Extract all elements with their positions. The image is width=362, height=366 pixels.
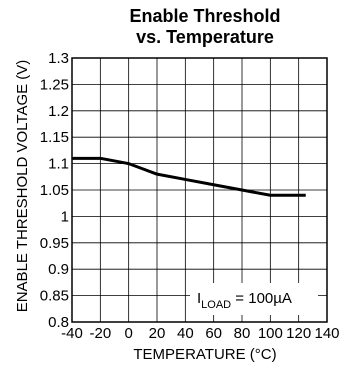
load-current-annotation: ILOAD = 100µA	[197, 290, 292, 311]
x-tick-label: 60	[205, 325, 222, 342]
y-tick-label: 1.05	[40, 182, 69, 199]
series-group	[72, 156, 306, 197]
annotation-prefix: I	[197, 290, 201, 307]
x-tick-label: -40	[61, 325, 83, 342]
x-tick-label: -20	[89, 325, 111, 342]
y-tick-label: 1.2	[48, 103, 69, 120]
grid	[71, 57, 328, 323]
x-tick-label: 40	[177, 325, 194, 342]
y-tick-label: 1.15	[40, 129, 69, 146]
plot-frame	[71, 57, 328, 323]
y-tick-label: 1.1	[48, 156, 69, 173]
y-tick-label: 1.3	[48, 50, 69, 67]
y-tick-label: 0.9	[48, 261, 69, 278]
x-tick-label: 80	[234, 325, 251, 342]
y-tick-label: 0.95	[40, 235, 69, 252]
annotation-subscript: LOAD	[201, 299, 231, 311]
chart-title-line1: Enable Threshold	[129, 6, 280, 26]
chart-title-line2: vs. Temperature	[136, 27, 274, 47]
y-tick-labels: 0.8 0.85 0.9 0.95 1 1.05 1.1 1.15 1.2 1.25 1.3	[40, 50, 69, 331]
x-axis-label: TEMPERATURE (°C)	[133, 346, 276, 363]
y-tick-label: 1.25	[40, 76, 69, 93]
y-tick-label: 0.85	[40, 288, 69, 305]
x-tick-label: 100	[258, 325, 283, 342]
x-tick-label: 140	[314, 325, 339, 342]
annotation-box	[190, 283, 318, 315]
x-tick-label: 120	[286, 325, 311, 342]
y-axis-label: ENABLE THRESHOLD VOLTAGE (V)	[14, 60, 31, 313]
annotation-suffix: = 100µA	[231, 290, 292, 307]
x-tick-label: 0	[124, 325, 132, 342]
x-tick-labels: -40 -20 0 20 40 60 80 100 120 140	[61, 325, 339, 342]
series-line	[72, 156, 306, 197]
y-tick-label: 0.8	[48, 314, 69, 331]
x-tick-label: 20	[149, 325, 166, 342]
y-tick-label: 1	[61, 208, 69, 225]
